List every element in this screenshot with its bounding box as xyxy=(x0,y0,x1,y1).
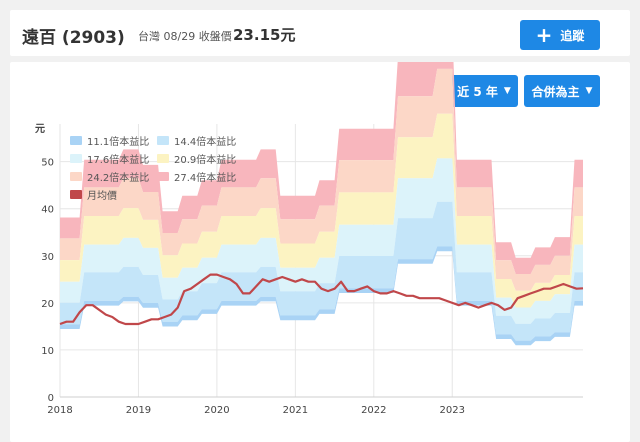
mode-label: 合併為主 xyxy=(531,84,580,99)
legend-label: 20.9倍本益比 xyxy=(174,153,236,166)
legend-swatch xyxy=(70,190,82,199)
band-20.9倍本益比 xyxy=(60,113,583,308)
x-tick-label: 2021 xyxy=(283,405,308,416)
close-price: 23.15元 xyxy=(233,26,296,44)
y-tick-label: 30 xyxy=(41,252,54,263)
y-tick-label: 10 xyxy=(41,346,54,357)
x-tick-label: 2019 xyxy=(126,405,151,416)
legend-swatch xyxy=(70,136,82,145)
legend-swatch xyxy=(70,172,82,181)
chevron-down-icon: ▼ xyxy=(503,86,511,96)
follow-button[interactable]: + 追蹤 xyxy=(520,20,600,50)
band-17.6倍本益比 xyxy=(60,158,583,324)
legend-swatch xyxy=(157,172,169,181)
pe-river-chart: 0 10 20 30 40 50 2018 2019 2020 2021 2022 2023 元 11.… xyxy=(35,62,584,416)
legend: 11.1倍本益比 14.4倍本益比 17.6倍本益比 20.9倍本益比 24.2倍本益比… xyxy=(70,135,236,202)
legend-swatch xyxy=(157,154,169,163)
range-label: 近 5 年 xyxy=(457,84,498,99)
band-14.4倍本益比 xyxy=(60,201,583,341)
axes: 0 10 20 30 40 50 2018 2019 2020 2021 2022 2023 元 xyxy=(35,123,583,416)
legend-label: 11.1倍本益比 xyxy=(87,135,149,148)
pe-bands xyxy=(60,62,583,346)
chevron-down-icon: ▼ xyxy=(585,86,593,96)
y-tick-label: 50 xyxy=(41,158,54,169)
x-tick-label: 2020 xyxy=(204,405,229,416)
legend-label: 14.4倍本益比 xyxy=(174,135,236,148)
y-tick-label: 0 xyxy=(48,393,54,404)
legend-swatch xyxy=(157,136,169,145)
y-tick-label: 40 xyxy=(41,205,54,216)
plus-icon: + xyxy=(535,23,553,47)
price-line-group xyxy=(59,273,584,326)
legend-label: 月均價 xyxy=(87,189,117,202)
x-tick-label: 2018 xyxy=(47,405,72,416)
legend-label: 24.2倍本益比 xyxy=(87,171,149,184)
stock-header: 遠百 (2903) 台灣 08/29 收盤價 23.15元 + 追蹤 xyxy=(10,10,630,56)
range-dropdown[interactable]: 近 5 年 ▼ xyxy=(450,75,518,107)
stock-name: 遠百 (2903) xyxy=(22,28,125,48)
band-24.2倍本益比 xyxy=(60,68,583,291)
legend-label: 27.4倍本益比 xyxy=(174,171,236,184)
legend-label: 17.6倍本益比 xyxy=(87,153,149,166)
mode-dropdown[interactable]: 合併為主 ▼ xyxy=(524,75,600,107)
band-27.4倍本益比 xyxy=(60,62,583,274)
follow-label: 追蹤 xyxy=(560,28,585,43)
price-line xyxy=(59,273,584,326)
legend-swatch xyxy=(70,154,82,163)
x-tick-label: 2023 xyxy=(440,405,465,416)
y-tick-label: 20 xyxy=(41,299,54,310)
x-tick-label: 2022 xyxy=(361,405,386,416)
chart-panel: 近 5 年 ▼ 合併為主 ▼ 0 10 20 30 40 50 2018 2019 2020 20… xyxy=(10,62,630,442)
market-info: 台灣 08/29 收盤價 xyxy=(138,30,232,43)
y-axis-label: 元 xyxy=(35,123,45,135)
